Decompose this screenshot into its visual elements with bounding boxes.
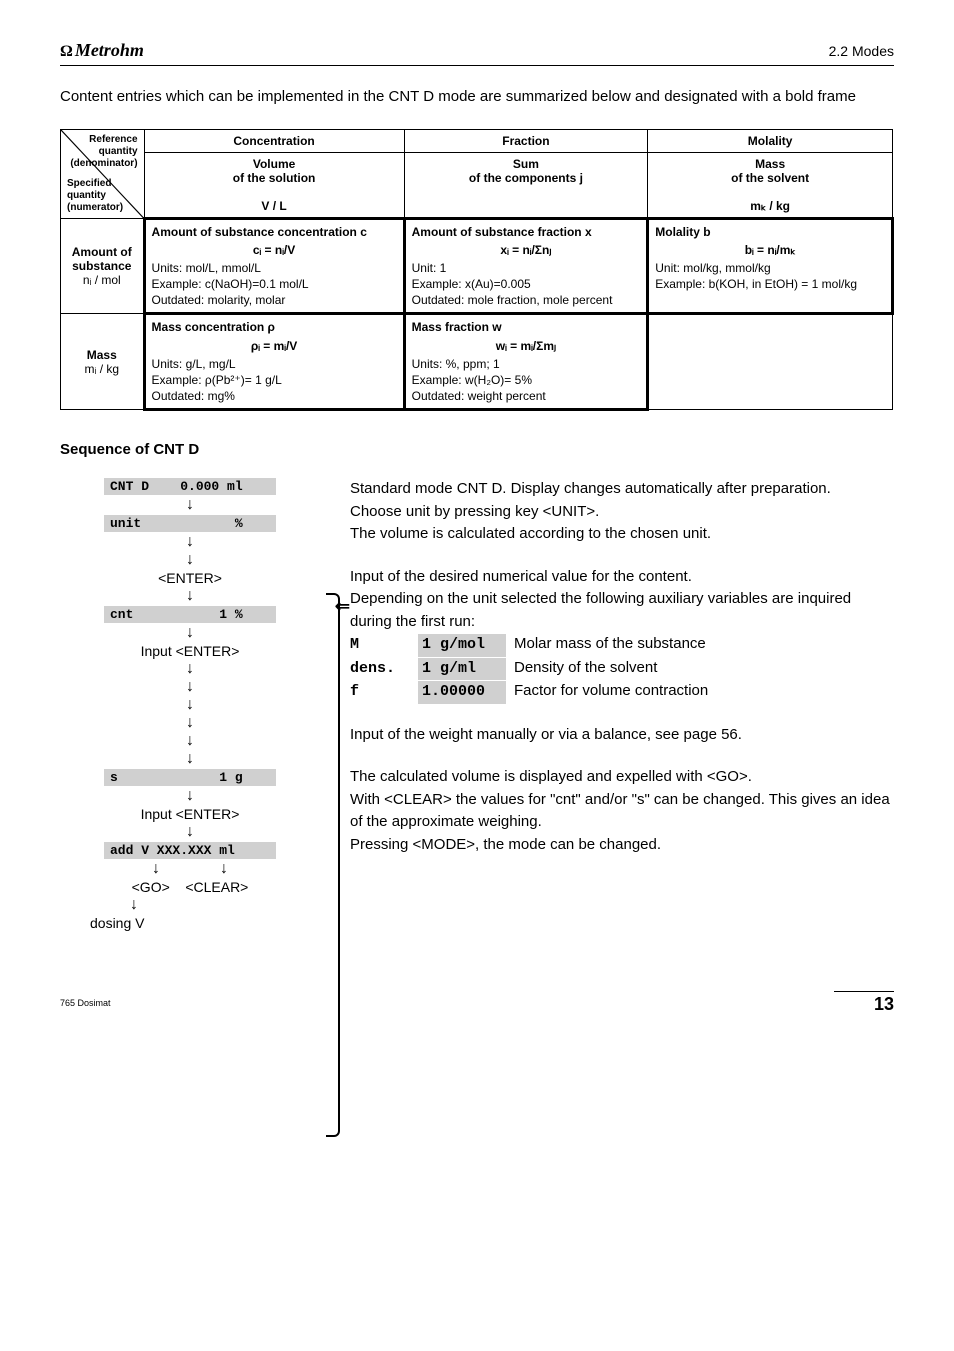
aux-desc: Molar mass of the substance	[514, 633, 706, 656]
corner-bot-2: quantity	[67, 190, 106, 201]
page-footer: 765 Dosimat 13	[60, 991, 894, 1015]
arrow-down-icon: ↓	[60, 697, 320, 713]
desc-p5: Depending on the unit selected the follo…	[350, 590, 851, 630]
label-go-clear: <GO> <CLEAR>	[60, 879, 320, 895]
aux-key: M	[350, 634, 410, 657]
aux-desc: Factor for volume contraction	[514, 680, 708, 703]
ref-mass-title: Mass	[755, 157, 785, 171]
arrow-down-icon: ↓	[60, 751, 320, 767]
col-header-concentration: Concentration	[144, 129, 404, 152]
ref-sum-title: Sum	[513, 157, 539, 171]
ref-vol-spec: V / L	[261, 199, 286, 213]
aux-val: 1 g/ml	[418, 658, 506, 681]
aux-desc: Density of the solvent	[514, 657, 657, 680]
ref-sum-sub: of the components j	[469, 171, 583, 185]
aux-row: f 1.00000 Factor for volume contraction	[350, 680, 894, 704]
cell-mass-mol-empty	[648, 314, 893, 410]
desc-p9: Pressing <MODE>, the mode can be changed…	[350, 836, 661, 853]
label-enter: <ENTER>	[60, 570, 320, 586]
cell-amount-frac: Amount of substance fraction x xᵢ = nᵢ/Σ…	[404, 218, 648, 314]
aux-key: dens.	[350, 658, 410, 681]
label-dosing: dosing V	[60, 915, 320, 931]
logo-text: Metrohm	[75, 40, 144, 60]
bracket-arrow-icon: ⇐	[335, 596, 350, 617]
label-clear: <CLEAR>	[185, 879, 248, 895]
cell-formula: cᵢ = nᵢ/V	[152, 242, 397, 258]
intro-text: Content entries which can be implemented…	[60, 86, 894, 109]
corner-top-2: (denominator)	[70, 158, 137, 169]
desc-p7: The calculated volume is displayed and e…	[350, 768, 752, 785]
flow-bracket	[326, 593, 340, 1137]
desc-p6: Input of the weight manually or via a ba…	[350, 726, 742, 743]
ref-mass-spec: mₖ / kg	[750, 199, 790, 213]
flow-column: ⇐ CNT D 0.000 ml ↓ unit % ↓ ↓ <ENTER> ↓ …	[60, 478, 320, 931]
cell-amount-conc: Amount of substance concentration c cᵢ =…	[144, 218, 404, 314]
aux-row: M 1 g/mol Molar mass of the substance	[350, 633, 894, 657]
arrow-down-icon: ↓	[60, 661, 320, 677]
footer-doc: 765 Dosimat	[60, 998, 111, 1008]
arrow-down-icon: ↓	[60, 497, 320, 513]
desc-p1: Standard mode CNT D. Display changes aut…	[350, 480, 831, 497]
corner-top-1: Reference quantity	[89, 134, 137, 157]
display-s: s 1 g	[104, 769, 276, 786]
aux-val: 1.00000	[418, 681, 506, 704]
arrow-down-icon: ↓	[60, 625, 320, 641]
corner-bot-1: Specified	[67, 178, 111, 189]
cell-mass-conc: Mass concentration ρ ρᵢ = mᵢ/V Units: g/…	[144, 314, 404, 410]
row-amount-l2: substance	[67, 259, 137, 273]
footer-page: 13	[834, 991, 894, 1015]
corner-cell: Reference quantity (denominator) Specifi…	[61, 129, 145, 218]
description-column: Standard mode CNT D. Display changes aut…	[350, 478, 894, 931]
aux-row: dens. 1 g/ml Density of the solvent	[350, 657, 894, 681]
display-cnt-d: CNT D 0.000 ml	[104, 478, 276, 495]
arrow-down-icon: ↓	[60, 715, 320, 731]
corner-bot-3: (numerator)	[67, 202, 123, 213]
aux-val: 1 g/mol	[418, 634, 506, 657]
ref-volume: Volume of the solution V / L	[144, 152, 404, 218]
row-amount-l1: Amount of	[67, 245, 137, 259]
arrow-down-icon: ↓	[60, 588, 320, 604]
row-amount-sub: nᵢ / mol	[83, 273, 121, 287]
arrow-down-icon: ↓	[220, 861, 228, 877]
cell-title: Amount of substance concentration c	[152, 224, 397, 240]
desc-p8: With <CLEAR> the values for "cnt" and/or…	[350, 791, 890, 831]
ref-mass: Mass of the solvent mₖ / kg	[648, 152, 893, 218]
col-header-fraction: Fraction	[404, 129, 648, 152]
sequence-wrap: ⇐ CNT D 0.000 ml ↓ unit % ↓ ↓ <ENTER> ↓ …	[60, 478, 894, 931]
col-header-molality: Molality	[648, 129, 893, 152]
ref-mass-sub: of the solvent	[731, 171, 809, 185]
arrow-down-icon: ↓	[60, 534, 320, 550]
ref-vol-title: Volume	[253, 157, 295, 171]
row-mass-sub: mᵢ / kg	[84, 362, 119, 376]
arrow-down-icon: ↓	[60, 552, 320, 568]
cell-mass-frac: Mass fraction w wᵢ = mᵢ/Σmⱼ Units: %, pp…	[404, 314, 648, 410]
display-addv: add V XXX.XXX ml	[104, 842, 276, 859]
arrow-down-icon: ↓	[60, 824, 320, 840]
section-label: 2.2 Modes	[829, 43, 894, 59]
desc-p3: The volume is calculated according to th…	[350, 525, 711, 542]
cell-amount-mol: Molality b bᵢ = nᵢ/mₖ Unit: mol/kg, mmol…	[648, 218, 893, 314]
arrow-down-icon: ↓	[60, 897, 320, 913]
display-unit: unit %	[104, 515, 276, 532]
arrow-down-icon: ↓	[60, 788, 320, 804]
row-mass-l1: Mass	[67, 348, 137, 362]
arrow-down-icon: ↓	[60, 679, 320, 695]
logo: ΩMetrohm	[60, 40, 144, 61]
page-header: ΩMetrohm 2.2 Modes	[60, 40, 894, 66]
modes-table: Reference quantity (denominator) Specifi…	[60, 129, 894, 412]
desc-p4: Input of the desired numerical value for…	[350, 568, 692, 585]
arrow-down-icon: ↓	[152, 861, 160, 877]
ref-vol-sub: of the solution	[233, 171, 316, 185]
row-amount-label: Amount of substance nᵢ / mol	[61, 218, 145, 314]
row-mass-label: Mass mᵢ / kg	[61, 314, 145, 410]
arrow-down-icon: ↓	[60, 733, 320, 749]
label-go: <GO>	[132, 879, 170, 895]
aux-key: f	[350, 681, 410, 704]
label-input-enter: Input <ENTER>	[60, 643, 320, 659]
display-cnt: cnt 1 %	[104, 606, 276, 623]
ref-sum: Sum of the components j	[404, 152, 648, 218]
sequence-heading: Sequence of CNT D	[60, 441, 894, 458]
desc-p2: Choose unit by pressing key <UNIT>.	[350, 503, 599, 520]
label-input-enter-2: Input <ENTER>	[60, 806, 320, 822]
